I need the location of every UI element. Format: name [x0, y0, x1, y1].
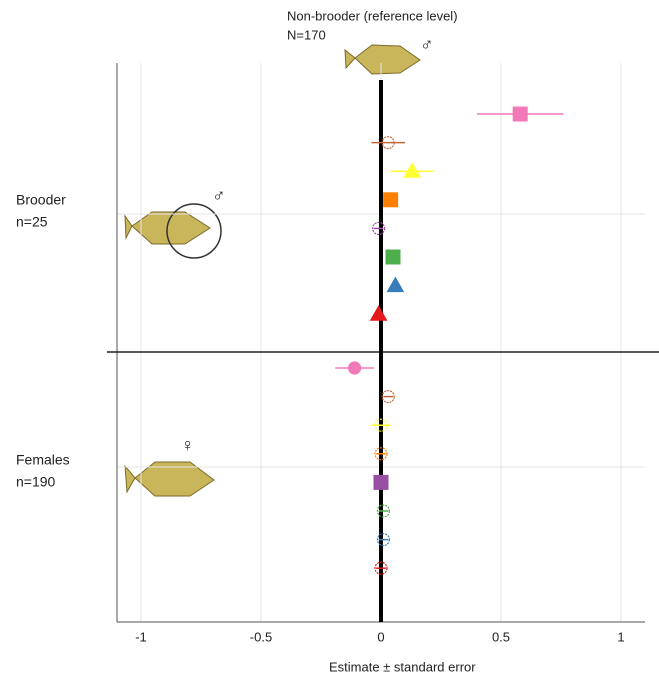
group-symbol: ♀ — [181, 435, 195, 455]
point — [371, 306, 387, 320]
reference-label: Non-brooder (reference level) — [287, 8, 458, 23]
x-tick-label: 1 — [617, 629, 624, 644]
group-label: Brooder — [16, 192, 66, 208]
x-tick-label: -0.5 — [250, 629, 272, 644]
point — [349, 362, 361, 374]
point — [374, 475, 388, 489]
point — [404, 163, 420, 177]
male-symbol: ♂ — [420, 34, 434, 54]
x-tick-label: -1 — [135, 629, 147, 644]
group-label: Females — [16, 452, 70, 468]
x-tick-label: 0.5 — [492, 629, 510, 644]
point — [384, 193, 398, 207]
reference-count: N=170 — [287, 27, 326, 42]
group-symbol: ♂ — [212, 185, 226, 205]
group-count: n=190 — [16, 474, 56, 490]
chart: Non-brooder (reference level) N=170 ♂ Es… — [0, 0, 659, 677]
point — [387, 278, 403, 292]
point — [513, 107, 527, 121]
group-count: n=25 — [16, 214, 48, 230]
x-axis-label: Estimate ± standard error — [329, 659, 476, 674]
point — [386, 250, 400, 264]
x-tick-label: 0 — [377, 629, 384, 644]
